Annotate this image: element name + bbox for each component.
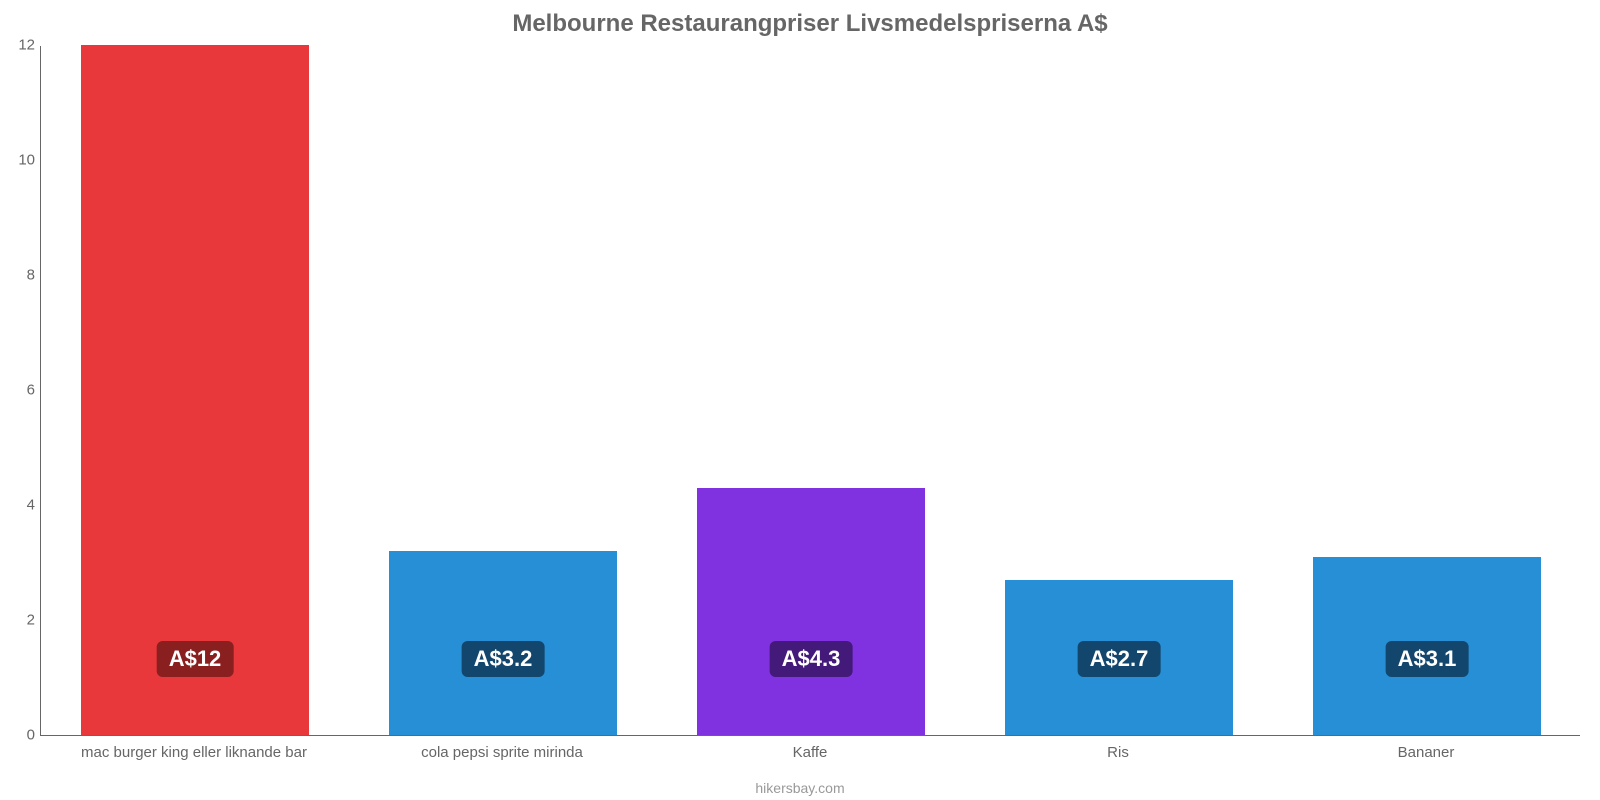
bar: A$2.7 <box>1005 580 1233 735</box>
y-tick: 8 <box>9 267 35 284</box>
x-tick-label: mac burger king eller liknande bar <box>40 736 348 764</box>
bar: A$12 <box>81 45 309 735</box>
bar-group: A$3.2 <box>349 551 657 735</box>
bar: A$4.3 <box>697 488 925 735</box>
x-tick-label: Kaffe <box>656 736 964 764</box>
bar: A$3.1 <box>1313 557 1541 735</box>
plot-area: 024681012A$12A$3.2A$4.3A$2.7A$3.1 <box>40 46 1580 736</box>
y-tick: 2 <box>9 612 35 629</box>
bar: A$3.2 <box>389 551 617 735</box>
x-tick-label: Bananer <box>1272 736 1580 764</box>
chart-container: Melbourne Restaurangpriser Livsmedelspri… <box>40 10 1580 780</box>
value-badge: A$2.7 <box>1078 641 1161 677</box>
y-tick: 6 <box>9 382 35 399</box>
value-badge: A$4.3 <box>770 641 853 677</box>
y-tick: 4 <box>9 497 35 514</box>
chart-footer: hikersbay.com <box>0 780 1600 796</box>
y-tick: 12 <box>9 37 35 54</box>
value-badge: A$3.1 <box>1386 641 1469 677</box>
chart-title: Melbourne Restaurangpriser Livsmedelspri… <box>40 10 1580 46</box>
x-tick-label: Ris <box>964 736 1272 764</box>
value-badge: A$3.2 <box>462 641 545 677</box>
y-tick: 10 <box>9 152 35 169</box>
bar-group: A$12 <box>41 45 349 735</box>
bar-group: A$2.7 <box>965 580 1273 735</box>
x-tick-label: cola pepsi sprite mirinda <box>348 736 656 764</box>
y-tick: 0 <box>9 727 35 744</box>
x-axis-labels: mac burger king eller liknande barcola p… <box>40 736 1580 764</box>
bar-group: A$4.3 <box>657 488 965 735</box>
value-badge: A$12 <box>157 641 234 677</box>
bar-group: A$3.1 <box>1273 557 1581 735</box>
